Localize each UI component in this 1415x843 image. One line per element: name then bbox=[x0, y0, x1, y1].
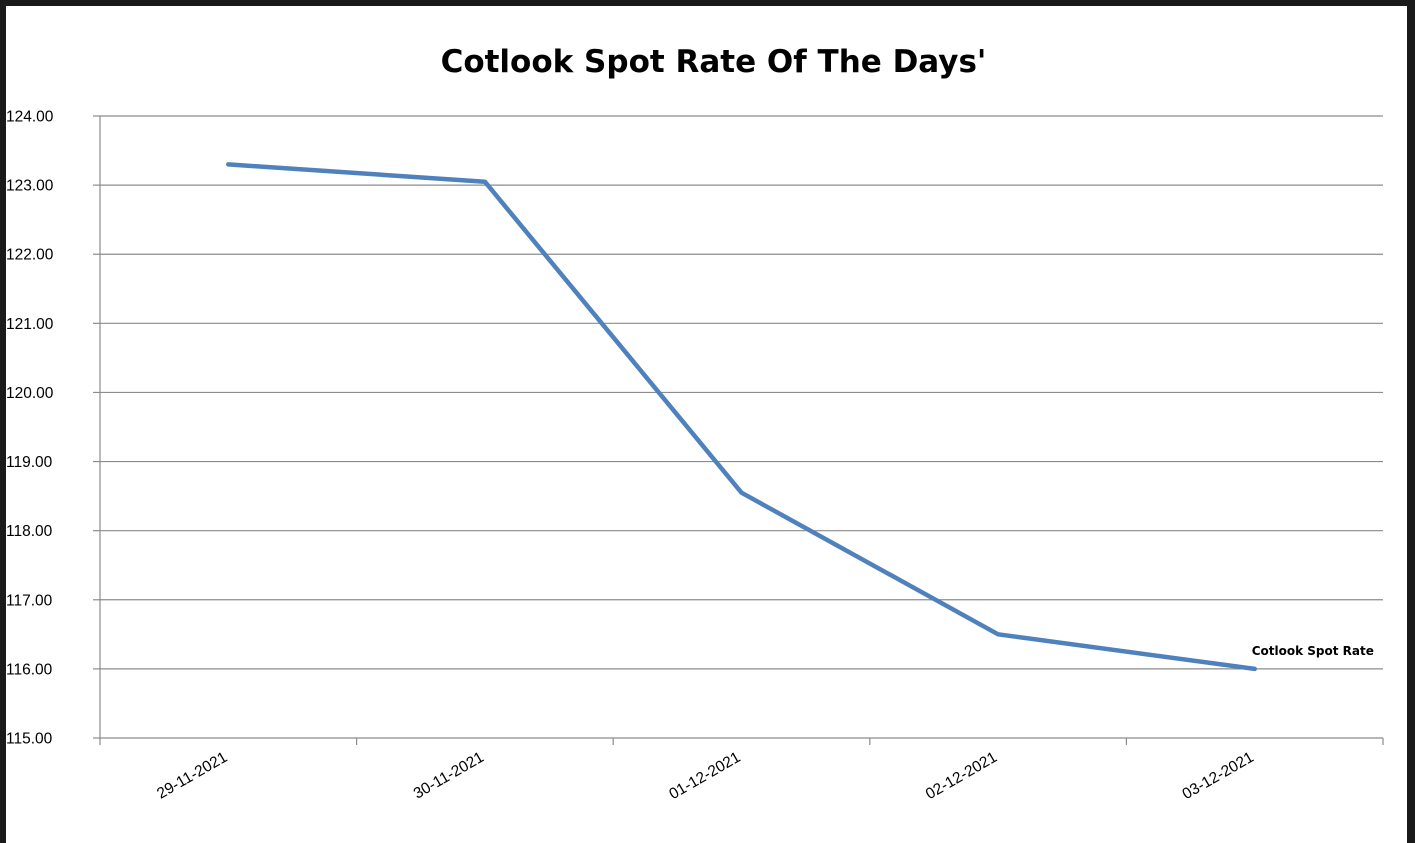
series-line bbox=[226, 162, 1257, 672]
x-tick-label: 01-12-2021 bbox=[666, 749, 743, 803]
y-tick-label: 122.00 bbox=[6, 247, 54, 264]
data-point bbox=[226, 162, 231, 167]
axes bbox=[93, 115, 1384, 745]
x-tick-label: 02-12-2021 bbox=[923, 749, 1000, 803]
x-tick-label: 29-11-2021 bbox=[154, 749, 230, 803]
x-tick-label: 03-12-2021 bbox=[1180, 749, 1257, 803]
series-layer bbox=[226, 162, 1257, 672]
y-tick-label: 117.00 bbox=[6, 592, 53, 609]
y-tick-label: 118.00 bbox=[6, 523, 53, 540]
y-tick-label: 120.00 bbox=[6, 385, 54, 402]
data-point bbox=[482, 179, 487, 184]
y-tick-label: 119.00 bbox=[6, 454, 53, 471]
x-tick-label: 30-11-2021 bbox=[411, 749, 487, 803]
y-tick-label: 124.00 bbox=[6, 109, 54, 126]
y-tick-label: 115.00 bbox=[6, 731, 53, 748]
chart-title: Cotlook Spot Rate Of The Days' bbox=[440, 44, 987, 80]
data-point bbox=[1252, 666, 1257, 671]
labels: 115.00 116.00 117.00 118.00 119.00 120.00 121.… bbox=[6, 109, 1374, 804]
gridlines bbox=[100, 115, 1383, 670]
data-point bbox=[996, 632, 1001, 637]
y-tick-label: 121.00 bbox=[6, 316, 54, 333]
y-tick-label: 123.00 bbox=[6, 178, 54, 195]
series-end-label: Cotlook Spot Rate bbox=[1252, 644, 1374, 658]
y-tick-label: 116.00 bbox=[6, 661, 53, 678]
data-point bbox=[739, 490, 744, 495]
